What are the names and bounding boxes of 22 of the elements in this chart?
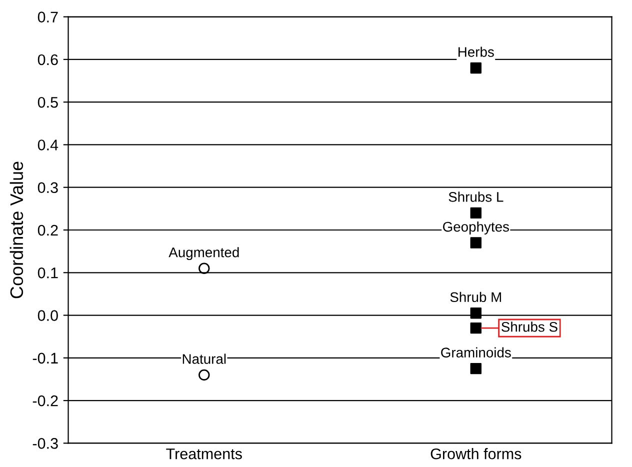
- x-tick-label: Treatments: [166, 448, 242, 460]
- y-tick-label: 0.4: [38, 140, 58, 150]
- y-tick-label: 0.5: [38, 96, 58, 108]
- y-tick-label: 0.3: [38, 182, 58, 194]
- annotation: Shrubs L: [448, 192, 504, 202]
- annotation: Augmented: [168, 247, 239, 260]
- x-tick-label: Growth forms: [430, 448, 522, 460]
- y-tick-label: 0.1: [38, 268, 58, 278]
- annotation: Shrubs S: [502, 322, 558, 332]
- y-tick-label: 0.2: [38, 224, 58, 236]
- y-tick-label: 0.7: [38, 12, 58, 22]
- y-tick-label: 0.0: [38, 310, 58, 321]
- y-tick-label: 0.6: [38, 54, 58, 66]
- y-axis-title: Coordinate Value: [10, 162, 24, 298]
- y-tick-label: -0.1: [32, 352, 58, 364]
- annotation: Geophytes: [443, 222, 509, 234]
- annotation: Graminoids: [441, 347, 511, 358]
- annotation: Herbs: [458, 46, 494, 57]
- y-tick-label: -0.2: [32, 395, 58, 406]
- annotation: Shrub M: [450, 292, 502, 302]
- annotation: Natural: [182, 354, 226, 364]
- y-tick-label: -0.3: [32, 438, 58, 449]
